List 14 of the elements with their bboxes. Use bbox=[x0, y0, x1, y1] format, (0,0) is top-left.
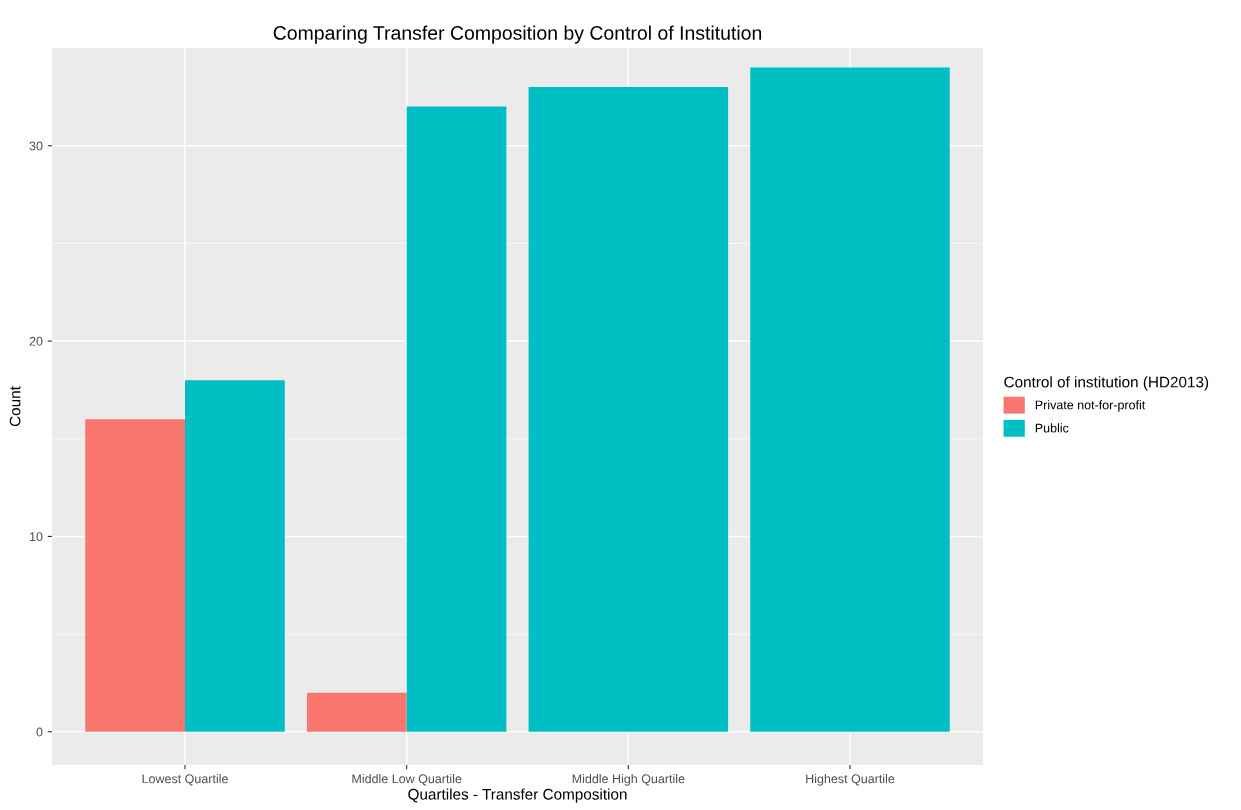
x-tick-label: Middle High Quartile bbox=[572, 774, 685, 786]
y-tick-label: 20 bbox=[29, 336, 43, 346]
x-tick-label: Middle Low Quartile bbox=[352, 774, 462, 786]
y-axis-title: Count bbox=[9, 386, 21, 427]
x-tick-label: Lowest Quartile bbox=[142, 774, 228, 786]
x-tick-label: Highest Quartile bbox=[806, 774, 895, 786]
legend-title: Control of institution (HD2013) bbox=[1004, 376, 1209, 391]
legend-label: Public bbox=[1035, 423, 1069, 433]
chart-title: Comparing Transfer Composition by Control of Institution bbox=[273, 25, 762, 44]
y-tick-label: 30 bbox=[29, 141, 43, 151]
y-tick-label: 10 bbox=[30, 532, 43, 542]
y-tick-label: 0 bbox=[36, 727, 43, 737]
x-axis-title: Quartiles - Transfer Composition bbox=[408, 788, 627, 803]
legend-label: Private not-for-profit bbox=[1035, 400, 1146, 412]
